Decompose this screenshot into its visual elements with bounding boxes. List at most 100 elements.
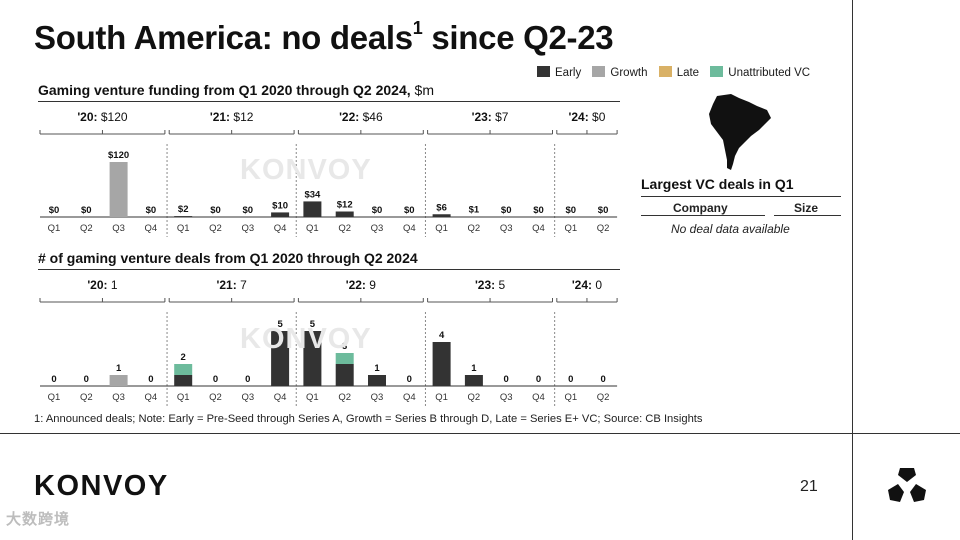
year-bracket-ticks [39,298,166,302]
data-label: 5 [277,319,283,330]
x-tick-label: Q2 [80,223,93,234]
bar-early [303,331,322,386]
year-group-label: '21: $12 [210,110,254,124]
year-group-year: '21: [210,110,230,124]
x-tick-label: Q2 [209,223,222,234]
bar-early [174,216,193,217]
year-group-year: '22: [346,278,366,292]
year-group-year: '24: [569,110,589,124]
size-column-rule [774,215,841,216]
konvoy-mark-icon [888,468,926,502]
data-label: 0 [213,374,218,385]
x-tick-label: Q1 [48,223,61,234]
bar-early [432,214,451,217]
south-america-map-icon [709,94,771,170]
legend-item-early: Early [537,66,581,79]
data-label: $0 [566,205,577,216]
bar-unattributed-vc [335,353,354,364]
year-group-year: '23: [472,110,492,124]
x-tick-label: Q2 [338,392,351,403]
data-label: $0 [404,205,415,216]
year-bracket-ticks [427,130,553,134]
bar-early [335,364,354,386]
x-tick-label: Q2 [597,392,610,403]
x-tick-label: Q2 [209,392,222,403]
x-tick-label: Q3 [371,223,384,234]
x-tick-label: Q1 [564,392,577,403]
year-bracket-ticks [297,298,424,302]
data-label: 5 [310,319,316,330]
bar-early [432,342,451,386]
x-tick-label: Q4 [532,392,545,403]
data-label: $0 [210,205,221,216]
year-group-label: '24: 0 [572,278,603,292]
data-label: 1 [116,363,122,374]
data-label: 0 [504,374,509,385]
year-bracket-ticks [297,130,424,134]
footnote: 1: Announced deals; Note: Early = Pre-Se… [34,413,703,425]
data-label: $0 [501,205,512,216]
year-group-total: 1 [108,278,118,292]
chart-watermark-funding: KONVOY [240,154,372,186]
bar-early [271,212,290,217]
deals-title-rule [38,269,620,270]
data-label: $0 [146,205,157,216]
year-bracket-ticks [168,130,295,134]
year-group-total: 9 [366,278,376,292]
year-group-label: '24: $0 [569,110,606,124]
data-label: 0 [536,374,541,385]
year-group-year: '23: [475,278,495,292]
year-group-year: '20: [77,110,97,124]
bar-early [368,375,386,386]
x-tick-label: Q4 [145,223,158,234]
year-group-total: $120 [98,110,128,124]
year-group-label: '23: 5 [475,278,506,292]
data-label: $0 [81,205,92,216]
data-label: 0 [600,374,605,385]
year-group-label: '23: $7 [472,110,509,124]
data-label: $0 [533,205,544,216]
year-bracket-ticks [39,130,166,134]
no-deal-data-text: No deal data available [671,222,790,236]
year-group-total: $12 [230,110,254,124]
funding-chart-title: Gaming venture funding from Q1 2020 thro… [38,82,434,98]
data-label: 0 [51,374,56,385]
bar-growth [109,375,128,386]
legend-item-unattributed: Unattributed VC [710,66,810,79]
x-tick-label: Q1 [306,392,319,403]
x-tick-label: Q2 [468,223,481,234]
year-group-total: $7 [492,110,509,124]
deals-chart: '20: 1'21: 7'22: 9'23: 5'24: 00Q10Q21Q30… [39,278,618,406]
data-label: $0 [243,205,254,216]
x-tick-label: Q4 [274,392,287,403]
year-group-year: '21: [217,278,237,292]
page-number: 21 [800,478,818,495]
bar-early [303,201,322,217]
x-tick-label: Q4 [145,392,158,403]
x-tick-label: Q1 [306,223,319,234]
year-bracket-ticks [556,130,618,134]
data-label: 0 [245,374,250,385]
x-tick-label: Q1 [48,392,61,403]
data-label: 0 [568,374,573,385]
year-group-label: '20: $120 [77,110,128,124]
year-group-total: 5 [495,278,505,292]
year-group-year: '22: [339,110,359,124]
x-tick-label: Q2 [338,223,351,234]
largest-vc-rule [641,196,841,197]
legend-item-growth: Growth [592,66,647,79]
data-label: 2 [181,352,186,363]
data-label: $6 [436,202,447,213]
footer-divider [0,433,960,434]
year-bracket-ticks [427,298,553,302]
x-tick-label: Q4 [403,392,416,403]
year-group-total: 7 [237,278,247,292]
x-tick-label: Q2 [80,392,93,403]
year-group-total: 0 [592,278,602,292]
bar-unattributed-vc [174,364,193,375]
right-margin-divider [852,0,853,540]
data-label: $10 [272,200,288,211]
image-watermark: 大数跨境 [6,511,71,528]
legend-item-late: Late [658,66,699,79]
year-group-label: '22: 9 [346,278,377,292]
